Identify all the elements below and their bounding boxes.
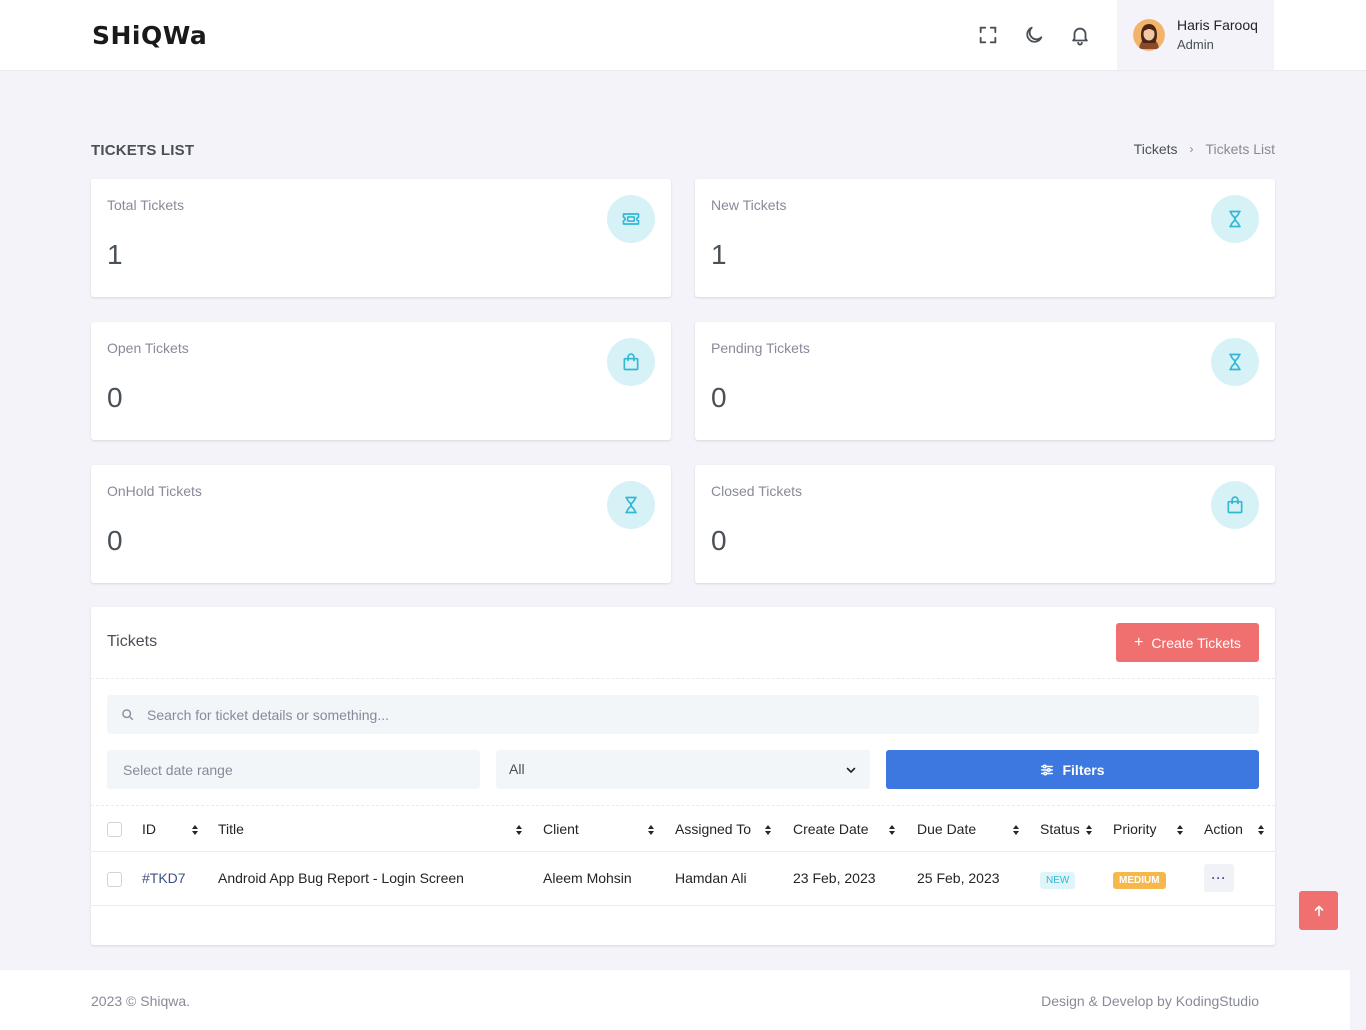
date-range-input[interactable] — [107, 750, 480, 789]
tickets-card: Tickets + Create Tickets All Filters ID … — [91, 607, 1275, 945]
stat-value: 1 — [107, 239, 123, 270]
hourglass-icon — [607, 481, 655, 529]
ticket-due-date: 25 Feb, 2023 — [917, 870, 1000, 886]
sort-icon[interactable] — [764, 824, 772, 836]
stat-card-onhold-tickets: OnHold Tickets 0 — [91, 465, 671, 583]
hourglass-icon — [1211, 195, 1259, 243]
search-icon — [122, 709, 134, 721]
stat-card-open-tickets: Open Tickets 0 — [91, 322, 671, 440]
column-header-title[interactable]: Title — [218, 821, 244, 837]
sort-icon[interactable] — [1257, 824, 1265, 836]
breadcrumb: Tickets › Tickets List — [1134, 141, 1275, 157]
topbar: SHiQWa Haris Farooq Admin — [0, 0, 1366, 71]
status-select-value: All — [509, 761, 525, 777]
stat-value: 0 — [711, 382, 727, 413]
ticket-create-date: 23 Feb, 2023 — [793, 870, 876, 886]
sort-icon[interactable] — [191, 824, 199, 836]
footer-copyright: 2023 © Shiqwa. — [91, 993, 191, 1009]
sort-icon[interactable] — [515, 824, 523, 836]
row-action-menu-button[interactable]: ··· — [1204, 864, 1234, 892]
breadcrumb-tickets-list: Tickets List — [1205, 141, 1276, 157]
stat-label: OnHold Tickets — [107, 483, 202, 499]
sort-icon[interactable] — [888, 824, 896, 836]
sort-icon[interactable] — [1176, 824, 1184, 836]
shopping-bag-icon — [1211, 481, 1259, 529]
filters-label: Filters — [1062, 761, 1105, 778]
ticket-id-link[interactable]: #TKD7 — [142, 870, 186, 886]
column-header-id[interactable]: ID — [142, 821, 156, 837]
page-title: TICKETS LIST — [91, 142, 195, 159]
stat-card-pending-tickets: Pending Tickets 0 — [695, 322, 1275, 440]
stat-card-new-tickets: New Tickets 1 — [695, 179, 1275, 297]
logo[interactable]: SHiQWa — [92, 21, 208, 50]
search-input[interactable] — [147, 695, 1247, 734]
create-tickets-label: Create Tickets — [1151, 634, 1241, 651]
create-tickets-button[interactable]: + Create Tickets — [1116, 623, 1259, 662]
stat-value: 0 — [107, 382, 123, 413]
stat-card-total-tickets: Total Tickets 1 — [91, 179, 671, 297]
filters-button[interactable]: Filters — [886, 750, 1259, 789]
table-row-border — [91, 905, 1275, 906]
user-menu[interactable]: Haris Farooq Admin — [1117, 0, 1274, 70]
table-header-border — [91, 851, 1275, 852]
stat-label: New Tickets — [711, 197, 787, 213]
arrow-up-icon — [1314, 905, 1323, 916]
user-name: Haris Farooq — [1177, 17, 1258, 33]
column-header-client[interactable]: Client — [543, 821, 579, 837]
stat-label: Pending Tickets — [711, 340, 810, 356]
column-header-due-date[interactable]: Due Date — [917, 821, 977, 837]
dark-mode-moon-icon[interactable] — [1023, 24, 1045, 46]
status-badge: NEW — [1040, 872, 1076, 889]
status-select[interactable]: All — [496, 750, 870, 789]
ticket-title: Android App Bug Report - Login Screen — [218, 870, 464, 886]
fullscreen-icon[interactable] — [977, 24, 999, 46]
stat-value: 0 — [711, 525, 727, 556]
column-header-action[interactable]: Action — [1204, 821, 1243, 837]
stat-value: 1 — [711, 239, 727, 270]
sort-icon[interactable] — [1012, 824, 1020, 836]
stat-value: 0 — [107, 525, 123, 556]
back-to-top-button[interactable] — [1299, 891, 1338, 930]
column-header-status[interactable]: Status — [1040, 821, 1080, 837]
priority-badge: MEDIUM — [1113, 872, 1166, 889]
search-box — [107, 695, 1259, 734]
divider — [91, 678, 1275, 679]
ticket-icon — [607, 195, 655, 243]
notification-bell-icon[interactable] — [1069, 24, 1091, 46]
chevron-down-icon — [846, 767, 856, 773]
plus-icon: + — [1134, 633, 1144, 651]
footer: 2023 © Shiqwa. Design & Develop by Kodin… — [0, 970, 1350, 1030]
column-header-assigned-to[interactable]: Assigned To — [675, 821, 752, 837]
stat-label: Closed Tickets — [711, 483, 803, 499]
user-role: Admin — [1177, 37, 1214, 52]
select-all-checkbox[interactable] — [107, 822, 122, 837]
tickets-card-title: Tickets — [107, 633, 158, 650]
divider — [91, 805, 1275, 806]
sliders-icon — [1041, 763, 1054, 776]
stat-card-closed-tickets: Closed Tickets 0 — [695, 465, 1275, 583]
column-header-priority[interactable]: Priority — [1113, 821, 1157, 837]
breadcrumb-tickets[interactable]: Tickets — [1133, 141, 1178, 157]
chevron-right-icon: › — [1189, 142, 1194, 156]
hourglass-icon — [1211, 338, 1259, 386]
stat-label: Total Tickets — [107, 197, 185, 213]
sort-icon[interactable] — [647, 824, 655, 836]
ticket-client: Aleem Mohsin — [543, 870, 632, 886]
row-checkbox[interactable] — [107, 872, 122, 887]
user-avatar — [1133, 19, 1165, 51]
column-header-create-date[interactable]: Create Date — [793, 821, 869, 837]
shopping-bag-icon — [607, 338, 655, 386]
sort-icon[interactable] — [1085, 824, 1093, 836]
footer-credits: Design & Develop by KodingStudio — [1041, 993, 1259, 1009]
stat-label: Open Tickets — [107, 340, 189, 356]
ticket-assigned-to: Hamdan Ali — [675, 870, 747, 886]
